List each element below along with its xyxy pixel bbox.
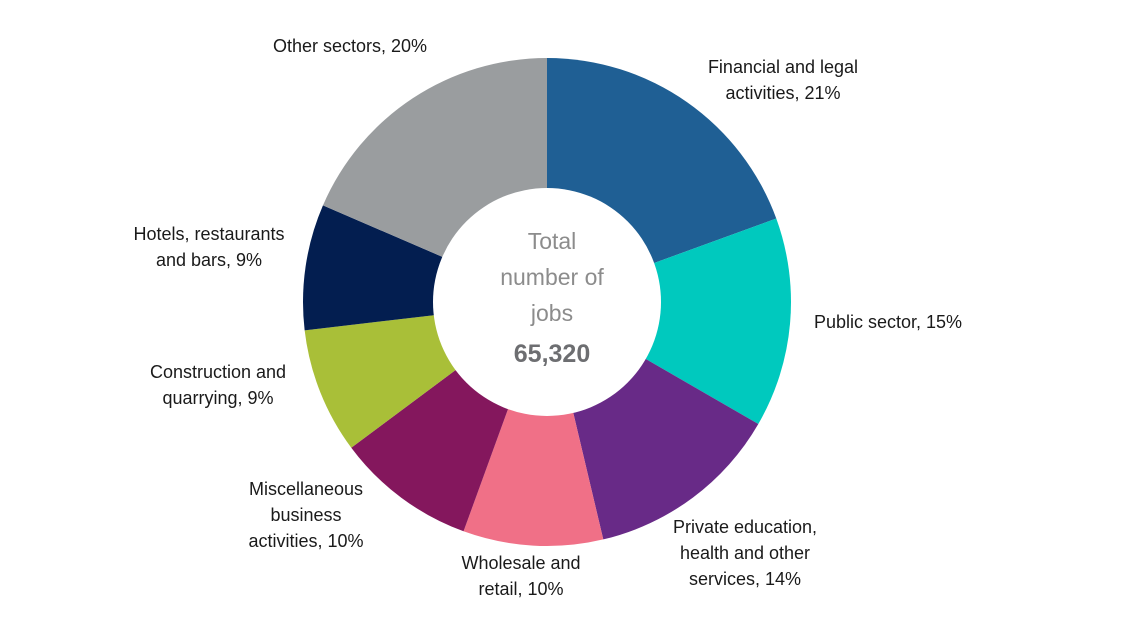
- slice-label-5: Miscellaneous business activities, 10%: [248, 479, 363, 551]
- center-label-line-3: jobs: [530, 300, 573, 326]
- slice-label-8-line-1: Other sectors, 20%: [273, 36, 427, 56]
- slice-label-4: Wholesale and retail, 10%: [461, 553, 580, 599]
- slice-labels: Financial and legal activities, 21% Public…: [133, 36, 962, 599]
- slice-label-6-line-2: quarrying, 9%: [162, 388, 273, 408]
- slice-label-1-line-1: Financial and legal: [708, 57, 858, 77]
- slice-label-2: Public sector, 15%: [814, 312, 962, 332]
- center-label: Total number of jobs 65,320: [500, 228, 604, 368]
- slice-label-7: Hotels, restaurants and bars, 9%: [133, 224, 284, 270]
- slice-label-5-line-1: Miscellaneous: [249, 479, 363, 499]
- center-label-line-2: number of: [500, 264, 604, 290]
- slice-label-3-line-2: health and other: [680, 543, 810, 563]
- center-label-line-1: Total: [528, 228, 577, 254]
- slice-label-1-line-2: activities, 21%: [725, 83, 840, 103]
- slice-label-6: Construction and quarrying, 9%: [150, 362, 286, 408]
- slice-label-6-line-1: Construction and: [150, 362, 286, 382]
- slice-label-5-line-3: activities, 10%: [248, 531, 363, 551]
- slice-label-3-line-1: Private education,: [673, 517, 817, 537]
- slice-label-2-line-1: Public sector, 15%: [814, 312, 962, 332]
- slice-label-8: Other sectors, 20%: [273, 36, 427, 56]
- slice-label-4-line-2: retail, 10%: [478, 579, 563, 599]
- slice-label-1: Financial and legal activities, 21%: [708, 57, 858, 103]
- slice-label-5-line-2: business: [270, 505, 341, 525]
- slice-label-7-line-2: and bars, 9%: [156, 250, 262, 270]
- slice-label-3-line-3: services, 14%: [689, 569, 801, 589]
- slice-label-4-line-1: Wholesale and: [461, 553, 580, 573]
- slice-label-7-line-1: Hotels, restaurants: [133, 224, 284, 244]
- slice-wholesale-and-retail: [463, 302, 604, 546]
- slice-label-3: Private education, health and other servic…: [673, 517, 817, 589]
- slice-public-sector: [547, 218, 791, 424]
- donut-hole: [433, 188, 661, 416]
- center-total: 65,320: [514, 340, 590, 368]
